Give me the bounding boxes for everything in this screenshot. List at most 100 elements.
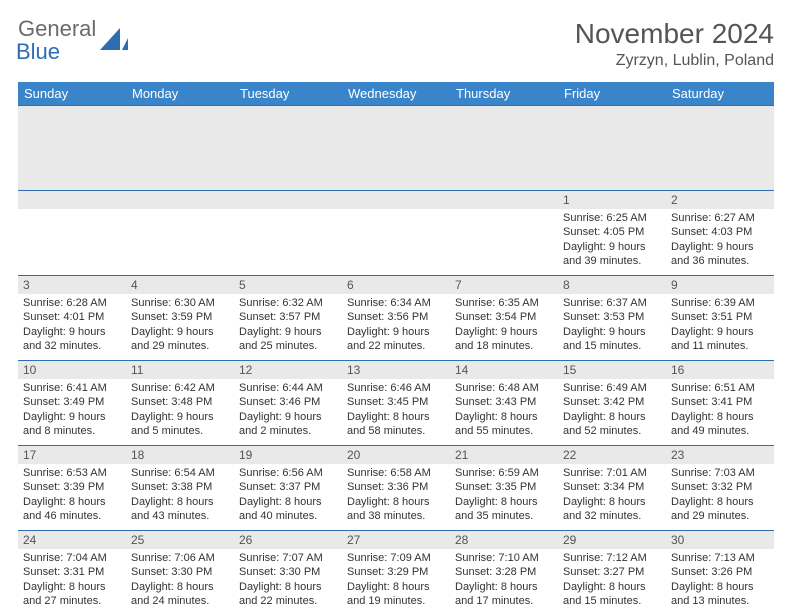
calendar-week-row: 1Sunrise: 6:25 AMSunset: 4:05 PMDaylight… (18, 191, 774, 276)
day-number: 8 (558, 276, 666, 294)
day-details: Sunrise: 6:37 AMSunset: 3:53 PMDaylight:… (558, 294, 666, 357)
day-number: 1 (558, 191, 666, 209)
day-number: 25 (126, 531, 234, 549)
day-number: 29 (558, 531, 666, 549)
day-number-empty (126, 191, 234, 209)
calendar-day-cell: 19Sunrise: 6:56 AMSunset: 3:37 PMDayligh… (234, 446, 342, 531)
calendar-day-cell: 16Sunrise: 6:51 AMSunset: 3:41 PMDayligh… (666, 361, 774, 446)
month-title: November 2024 (575, 18, 774, 50)
calendar-day-cell: 9Sunrise: 6:39 AMSunset: 3:51 PMDaylight… (666, 276, 774, 361)
calendar-day-cell: 10Sunrise: 6:41 AMSunset: 3:49 PMDayligh… (18, 361, 126, 446)
calendar-day-cell: 15Sunrise: 6:49 AMSunset: 3:42 PMDayligh… (558, 361, 666, 446)
logo-text-gray: General (18, 16, 96, 41)
day-number: 16 (666, 361, 774, 379)
calendar-day-cell: 23Sunrise: 7:03 AMSunset: 3:32 PMDayligh… (666, 446, 774, 531)
day-number: 6 (342, 276, 450, 294)
calendar-day-cell: 7Sunrise: 6:35 AMSunset: 3:54 PMDaylight… (450, 276, 558, 361)
day-number: 13 (342, 361, 450, 379)
calendar-day-cell: 3Sunrise: 6:28 AMSunset: 4:01 PMDaylight… (18, 276, 126, 361)
day-number: 14 (450, 361, 558, 379)
day-details: Sunrise: 6:30 AMSunset: 3:59 PMDaylight:… (126, 294, 234, 357)
calendar-day-cell: 6Sunrise: 6:34 AMSunset: 3:56 PMDaylight… (342, 276, 450, 361)
calendar-week-row: 17Sunrise: 6:53 AMSunset: 3:39 PMDayligh… (18, 446, 774, 531)
day-number: 24 (18, 531, 126, 549)
calendar-week-row: 3Sunrise: 6:28 AMSunset: 4:01 PMDaylight… (18, 276, 774, 361)
day-number: 23 (666, 446, 774, 464)
calendar-table: SundayMondayTuesdayWednesdayThursdayFrid… (18, 82, 774, 616)
weekday-header: Thursday (450, 82, 558, 106)
day-number: 12 (234, 361, 342, 379)
day-number: 22 (558, 446, 666, 464)
calendar-day-cell (234, 191, 342, 276)
day-details: Sunrise: 7:06 AMSunset: 3:30 PMDaylight:… (126, 549, 234, 612)
location: Zyrzyn, Lublin, Poland (575, 52, 774, 70)
day-number: 2 (666, 191, 774, 209)
calendar-day-cell: 20Sunrise: 6:58 AMSunset: 3:36 PMDayligh… (342, 446, 450, 531)
weekday-header: Friday (558, 82, 666, 106)
day-number: 11 (126, 361, 234, 379)
calendar-day-cell: 27Sunrise: 7:09 AMSunset: 3:29 PMDayligh… (342, 531, 450, 616)
day-number: 18 (126, 446, 234, 464)
day-details: Sunrise: 6:51 AMSunset: 3:41 PMDaylight:… (666, 379, 774, 442)
calendar-day-cell: 22Sunrise: 7:01 AMSunset: 3:34 PMDayligh… (558, 446, 666, 531)
calendar-day-cell: 24Sunrise: 7:04 AMSunset: 3:31 PMDayligh… (18, 531, 126, 616)
calendar-day-cell: 12Sunrise: 6:44 AMSunset: 3:46 PMDayligh… (234, 361, 342, 446)
calendar-week-row: 10Sunrise: 6:41 AMSunset: 3:49 PMDayligh… (18, 361, 774, 446)
weekday-header: Wednesday (342, 82, 450, 106)
calendar-day-cell: 2Sunrise: 6:27 AMSunset: 4:03 PMDaylight… (666, 191, 774, 276)
day-details: Sunrise: 6:54 AMSunset: 3:38 PMDaylight:… (126, 464, 234, 527)
calendar-day-cell: 14Sunrise: 6:48 AMSunset: 3:43 PMDayligh… (450, 361, 558, 446)
day-details: Sunrise: 6:58 AMSunset: 3:36 PMDaylight:… (342, 464, 450, 527)
day-details: Sunrise: 6:44 AMSunset: 3:46 PMDaylight:… (234, 379, 342, 442)
day-details: Sunrise: 6:41 AMSunset: 3:49 PMDaylight:… (18, 379, 126, 442)
day-details: Sunrise: 6:35 AMSunset: 3:54 PMDaylight:… (450, 294, 558, 357)
day-number: 27 (342, 531, 450, 549)
day-number-empty (234, 191, 342, 209)
calendar-day-cell: 8Sunrise: 6:37 AMSunset: 3:53 PMDaylight… (558, 276, 666, 361)
day-number: 7 (450, 276, 558, 294)
day-details: Sunrise: 7:09 AMSunset: 3:29 PMDaylight:… (342, 549, 450, 612)
day-number-empty (342, 191, 450, 209)
calendar-day-cell: 21Sunrise: 6:59 AMSunset: 3:35 PMDayligh… (450, 446, 558, 531)
day-details: Sunrise: 7:13 AMSunset: 3:26 PMDaylight:… (666, 549, 774, 612)
day-number: 10 (18, 361, 126, 379)
weekday-header: Sunday (18, 82, 126, 106)
day-number: 15 (558, 361, 666, 379)
day-details: Sunrise: 7:07 AMSunset: 3:30 PMDaylight:… (234, 549, 342, 612)
logo-sail-icon (100, 26, 128, 52)
calendar-day-cell: 17Sunrise: 6:53 AMSunset: 3:39 PMDayligh… (18, 446, 126, 531)
weekday-header-row: SundayMondayTuesdayWednesdayThursdayFrid… (18, 82, 774, 106)
day-details: Sunrise: 6:59 AMSunset: 3:35 PMDaylight:… (450, 464, 558, 527)
calendar-day-cell (342, 191, 450, 276)
day-details: Sunrise: 6:28 AMSunset: 4:01 PMDaylight:… (18, 294, 126, 357)
calendar-day-cell: 11Sunrise: 6:42 AMSunset: 3:48 PMDayligh… (126, 361, 234, 446)
day-number: 26 (234, 531, 342, 549)
weekday-header: Tuesday (234, 82, 342, 106)
title-block: November 2024 Zyrzyn, Lublin, Poland (575, 18, 774, 70)
calendar-day-cell: 13Sunrise: 6:46 AMSunset: 3:45 PMDayligh… (342, 361, 450, 446)
day-details: Sunrise: 6:56 AMSunset: 3:37 PMDaylight:… (234, 464, 342, 527)
day-details: Sunrise: 6:34 AMSunset: 3:56 PMDaylight:… (342, 294, 450, 357)
logo-text-blue: Blue (16, 39, 60, 64)
day-number-empty (18, 191, 126, 209)
day-details: Sunrise: 7:04 AMSunset: 3:31 PMDaylight:… (18, 549, 126, 612)
day-details: Sunrise: 7:10 AMSunset: 3:28 PMDaylight:… (450, 549, 558, 612)
logo: General Blue (18, 18, 128, 64)
day-details: Sunrise: 6:49 AMSunset: 3:42 PMDaylight:… (558, 379, 666, 442)
day-number: 30 (666, 531, 774, 549)
day-details: Sunrise: 7:12 AMSunset: 3:27 PMDaylight:… (558, 549, 666, 612)
day-number: 4 (126, 276, 234, 294)
day-number: 5 (234, 276, 342, 294)
header: General Blue November 2024 Zyrzyn, Lubli… (18, 18, 774, 70)
calendar-week-row: 24Sunrise: 7:04 AMSunset: 3:31 PMDayligh… (18, 531, 774, 616)
calendar-day-cell (126, 191, 234, 276)
calendar-day-cell: 28Sunrise: 7:10 AMSunset: 3:28 PMDayligh… (450, 531, 558, 616)
calendar-day-cell: 29Sunrise: 7:12 AMSunset: 3:27 PMDayligh… (558, 531, 666, 616)
day-details: Sunrise: 7:03 AMSunset: 3:32 PMDaylight:… (666, 464, 774, 527)
day-details: Sunrise: 6:42 AMSunset: 3:48 PMDaylight:… (126, 379, 234, 442)
day-details: Sunrise: 6:32 AMSunset: 3:57 PMDaylight:… (234, 294, 342, 357)
calendar-day-cell (450, 191, 558, 276)
day-number: 28 (450, 531, 558, 549)
day-details: Sunrise: 6:25 AMSunset: 4:05 PMDaylight:… (558, 209, 666, 272)
calendar-day-cell: 30Sunrise: 7:13 AMSunset: 3:26 PMDayligh… (666, 531, 774, 616)
